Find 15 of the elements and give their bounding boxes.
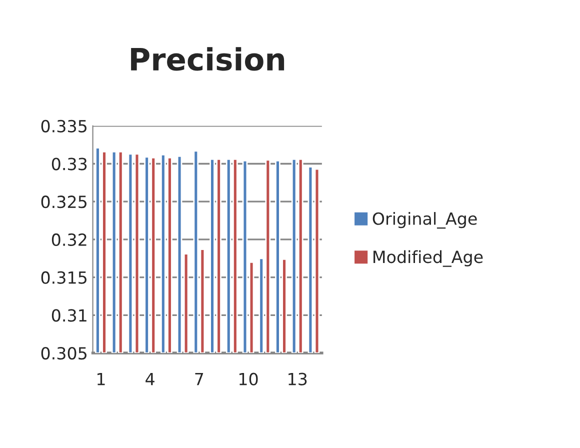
chart-title: Precision — [131, 47, 284, 71]
x-tick-label: 13 — [288, 372, 307, 386]
y-tick-label: 0.305 — [41, 346, 86, 360]
x-tick-label: 4 — [146, 372, 154, 386]
y-tick-label: 0.315 — [41, 271, 86, 284]
legend-label: Modified_Age — [374, 250, 483, 267]
legend-label: Original_Age — [372, 212, 477, 229]
y-tick-label: 0.33 — [52, 158, 87, 170]
x-tick-label: 7 — [195, 372, 204, 386]
x-tick-label: 10 — [239, 372, 258, 386]
y-tick-label: 0.335 — [41, 120, 86, 132]
x-tick-label: 1 — [98, 372, 105, 386]
y-tick-label: 0.31 — [52, 309, 86, 322]
y-tick-label: 0.325 — [41, 196, 86, 208]
y-tick-label: 0.32 — [52, 233, 86, 246]
